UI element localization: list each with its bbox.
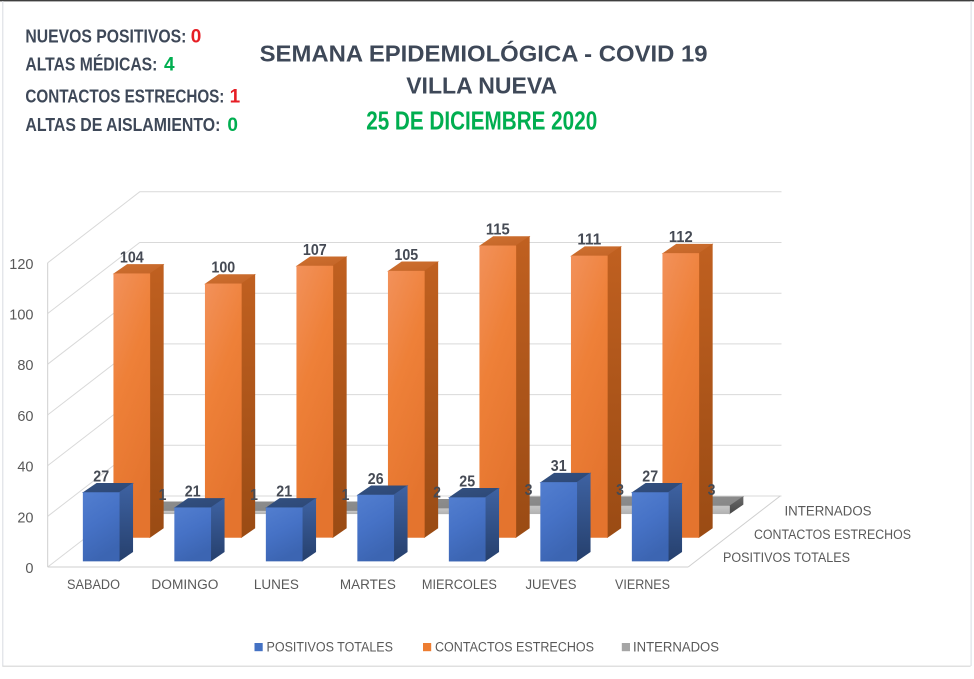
svg-text:3: 3 [708, 482, 716, 499]
svg-text:POSITIVOS TOTALES: POSITIVOS TOTALES [267, 640, 394, 655]
svg-text:25 DE DICIEMBRE 2020: 25 DE DICIEMBRE 2020 [366, 107, 597, 135]
svg-text:4: 4 [164, 55, 175, 76]
svg-text:104: 104 [120, 250, 144, 267]
svg-text:80: 80 [17, 358, 33, 374]
svg-text:VILLA NUEVA: VILLA NUEVA [406, 73, 557, 99]
svg-text:60: 60 [17, 409, 33, 425]
svg-text:1: 1 [342, 487, 350, 504]
svg-text:CONTACTOS ESTRECHOS:: CONTACTOS ESTRECHOS: [25, 86, 224, 106]
svg-text:40: 40 [17, 460, 33, 476]
svg-text:115: 115 [486, 222, 510, 239]
svg-text:100: 100 [9, 308, 33, 324]
svg-text:SABADO: SABADO [67, 577, 120, 592]
svg-text:LUNES: LUNES [254, 577, 299, 592]
svg-text:0: 0 [191, 27, 202, 48]
svg-text:ALTAS MÉDICAS:: ALTAS MÉDICAS: [25, 54, 157, 75]
svg-text:JUEVES: JUEVES [526, 577, 577, 592]
svg-text:20: 20 [17, 510, 33, 526]
svg-text:MARTES: MARTES [340, 577, 396, 592]
svg-text:DOMINGO: DOMINGO [151, 577, 218, 592]
svg-text:112: 112 [669, 229, 693, 246]
svg-text:1: 1 [159, 487, 167, 504]
svg-text:26: 26 [368, 471, 384, 488]
svg-text:VIERNES: VIERNES [615, 577, 670, 592]
svg-text:3: 3 [525, 482, 533, 499]
svg-text:SEMANA EPIDEMIOLÓGICA - COVID: SEMANA EPIDEMIOLÓGICA - COVID 19 [260, 40, 708, 67]
svg-text:CONTACTOS ESTRECHOS: CONTACTOS ESTRECHOS [754, 527, 911, 542]
svg-text:INTERNADOS: INTERNADOS [633, 640, 719, 655]
svg-text:2: 2 [433, 484, 441, 501]
svg-text:27: 27 [93, 468, 109, 485]
svg-text:31: 31 [551, 458, 567, 475]
svg-text:27: 27 [642, 468, 658, 485]
svg-text:NUEVOS POSITIVOS:: NUEVOS POSITIVOS: [25, 27, 186, 47]
svg-text:INTERNADOS: INTERNADOS [785, 504, 872, 519]
svg-text:107: 107 [303, 242, 327, 259]
svg-text:1: 1 [230, 86, 241, 107]
svg-text:3: 3 [616, 482, 624, 499]
svg-text:21: 21 [276, 484, 292, 501]
svg-text:1: 1 [250, 487, 258, 504]
svg-text:POSITIVOS TOTALES: POSITIVOS TOTALES [723, 550, 850, 565]
svg-text:100: 100 [211, 260, 235, 277]
svg-text:0: 0 [227, 115, 238, 136]
svg-text:MIERCOLES: MIERCOLES [422, 577, 497, 592]
svg-text:25: 25 [459, 473, 475, 490]
svg-text:ALTAS DE AISLAMIENTO:: ALTAS DE AISLAMIENTO: [25, 115, 220, 135]
svg-text:21: 21 [185, 484, 201, 501]
svg-text:105: 105 [394, 247, 418, 264]
svg-text:CONTACTOS ESTRECHOS: CONTACTOS ESTRECHOS [435, 640, 594, 655]
svg-text:111: 111 [577, 232, 601, 249]
svg-text:120: 120 [9, 257, 33, 273]
svg-text:0: 0 [25, 561, 33, 577]
